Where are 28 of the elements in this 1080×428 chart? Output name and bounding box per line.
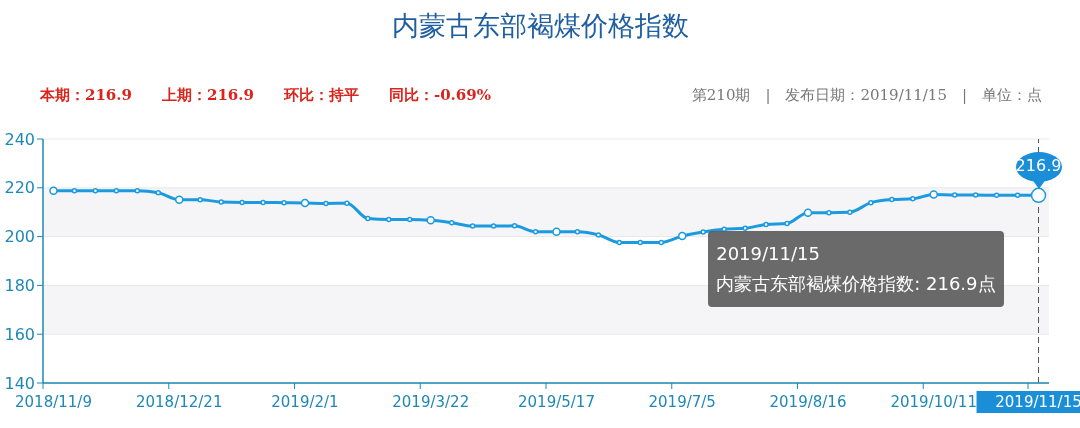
x-tick-label: 2019/11/15 — [995, 393, 1080, 411]
x-tick-label: 2019/5/17 — [518, 393, 595, 411]
point — [300, 198, 310, 208]
point — [426, 216, 435, 225]
x-tick-label: 2019/3/22 — [392, 393, 470, 411]
point — [49, 186, 58, 195]
x-tick-label: 2019/8/16 — [769, 393, 847, 411]
point — [677, 231, 687, 241]
x-tick-label: 2019/7/5 — [648, 393, 716, 411]
point — [929, 190, 938, 199]
x-tick-label: 2018/12/21 — [135, 393, 223, 411]
chart-subtitle: 本期：216.9 上期：216.9 环比：持平 同比：-0.69% — [40, 86, 491, 105]
point — [174, 195, 184, 205]
annotation: 216.9 — [1014, 156, 1063, 176]
x-tick-label: 2018/11/9 — [15, 393, 92, 411]
y-tick-label: 200 — [4, 227, 35, 247]
x-tick-label: 2019/10/11 — [890, 393, 977, 411]
y-tick-label: 220 — [4, 178, 35, 198]
y-tick-label: 240 — [4, 129, 35, 149]
chart-title: 内蒙古东部褐煤价格指数 — [390, 9, 690, 43]
annotation: 2019/11/15 内蒙古东部褐煤价格指数: 216.9点 — [716, 242, 996, 297]
point — [803, 208, 813, 217]
y-tick-label: 180 — [4, 276, 35, 296]
y-tick-label: 140 — [4, 373, 35, 393]
y-tick-label: 160 — [4, 324, 35, 344]
point — [552, 227, 561, 236]
text: 第210期 | 发布日期：2019/11/15 | 单位：点 — [691, 86, 1042, 105]
x-tick-label: 2019/2/1 — [271, 393, 339, 411]
